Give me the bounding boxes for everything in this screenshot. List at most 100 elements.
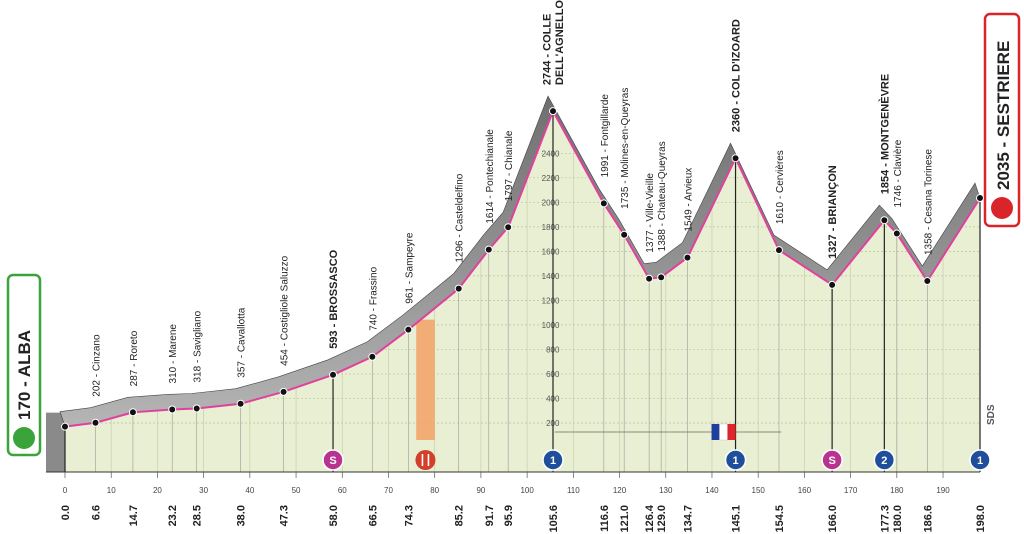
- profile-line: [64, 108, 981, 428]
- y-tick-label: 1200: [542, 296, 560, 305]
- place-label: 593 - BROSSASCO: [328, 249, 340, 348]
- x-tick-label: 70: [384, 486, 393, 495]
- point: [731, 154, 740, 163]
- place-label: 1327 - BRIANÇON: [827, 165, 839, 259]
- x-tick-label: 130: [659, 486, 673, 495]
- km-label: 85.2: [454, 505, 466, 526]
- point: [279, 387, 288, 396]
- start-box: [6, 273, 42, 457]
- marker: [322, 449, 344, 471]
- feed-zone: [416, 319, 435, 440]
- point: [454, 284, 463, 293]
- place-label: 961 - Sampeyre: [404, 232, 415, 304]
- place-label: 1614 - Pontechianale: [485, 129, 496, 224]
- point: [329, 370, 338, 379]
- point: [923, 277, 932, 286]
- place-label: 310 - Marene: [168, 324, 179, 384]
- point: [657, 273, 666, 282]
- place-label: 202 - Cinzano: [92, 334, 103, 397]
- km-label: 95.9: [503, 505, 515, 526]
- flag-blue: [711, 424, 720, 440]
- km-label: 58.0: [328, 505, 340, 526]
- flag-red: [727, 424, 736, 440]
- place-label: 287 - Roreto: [129, 330, 140, 386]
- point: [128, 408, 137, 417]
- marker-label: S: [329, 455, 336, 467]
- point: [599, 199, 608, 208]
- finish-icon: [991, 197, 1013, 219]
- start-icon: [13, 427, 35, 449]
- place-label: 2360 - COL D'IZOARD: [731, 19, 743, 132]
- km-label: 129.0: [656, 505, 668, 533]
- place-label: 357 - Cavallotta: [237, 307, 248, 377]
- x-tick-label: 160: [798, 486, 812, 495]
- km-label: 198.0: [975, 505, 987, 533]
- km-label: 121.0: [619, 505, 631, 533]
- x-tick-label: 170: [844, 486, 858, 495]
- point: [892, 229, 901, 238]
- point: [774, 246, 783, 255]
- km-label: 180.0: [892, 505, 904, 533]
- y-tick-label: 2400: [542, 149, 560, 158]
- km-label: 23.2: [167, 505, 179, 526]
- km-label: 38.0: [236, 505, 248, 526]
- y-tick-label: 2000: [542, 198, 560, 207]
- start-block: [46, 412, 65, 472]
- km-label: 105.6: [548, 505, 560, 533]
- point: [168, 405, 177, 414]
- point: [880, 216, 889, 225]
- x-tick-label: 120: [613, 486, 627, 495]
- point: [236, 399, 245, 408]
- km-label: 28.5: [192, 505, 204, 526]
- feed-marker: [415, 450, 436, 470]
- place-label: 1377 - Ville-Vieille: [645, 173, 656, 253]
- y-tick-label: 1600: [542, 247, 560, 256]
- point: [368, 352, 377, 361]
- point: [484, 245, 493, 254]
- x-tick-label: 180: [890, 486, 904, 495]
- x-tick-label: 90: [476, 486, 485, 495]
- place-label: 1358 - Cesana Torinese: [923, 149, 934, 255]
- y-tick-label: 2200: [542, 174, 560, 183]
- marker-label: 1: [550, 455, 556, 467]
- point: [61, 422, 69, 431]
- place-label: 1854 - MONTGENÈVRE: [878, 74, 891, 194]
- place-label: 1549 - Arvieux: [683, 168, 694, 232]
- marker: [873, 449, 896, 471]
- place-label: 1735 - Molines-en-Queyras: [620, 88, 631, 209]
- place-label: 1797 - Chianale: [504, 130, 515, 201]
- point: [192, 404, 201, 413]
- km-label: 91.7: [484, 505, 496, 526]
- x-tick-label: 150: [752, 486, 766, 495]
- plot: 2004006008001000120014001600180020002200…: [15, 0, 1013, 533]
- place-label: 1388 - Chateau-Queyras: [657, 141, 668, 251]
- km-label: 166.0: [827, 505, 839, 533]
- km-label: 6.6: [91, 505, 103, 520]
- km-label: 126.4: [644, 504, 656, 532]
- place-label: 740 - Frassino: [368, 266, 379, 330]
- place-label: 1991 - Fontgillarde: [600, 94, 611, 178]
- km-label: 66.5: [367, 505, 379, 526]
- x-tick-label: 30: [199, 486, 208, 495]
- place-label: 170 - ALBA: [15, 330, 34, 420]
- point: [91, 418, 100, 427]
- marker-label: S: [828, 455, 835, 467]
- marker: [542, 449, 564, 471]
- x-tick-label: 40: [245, 486, 254, 495]
- km-label: 177.3: [879, 505, 891, 533]
- place-label: 454 - Costigliole Saluzzo: [280, 255, 291, 365]
- point: [976, 194, 984, 203]
- marker-label: 2: [881, 455, 887, 467]
- x-tick-label: 100: [520, 486, 534, 495]
- place-label: 1610 - Cervières: [775, 150, 786, 224]
- x-tick-label: 0: [63, 486, 68, 495]
- flag-white: [719, 423, 728, 441]
- logo: SDS: [986, 404, 997, 425]
- km-label: 134.7: [682, 505, 694, 533]
- km-label: 154.5: [774, 505, 786, 533]
- marker-label: 1: [732, 455, 738, 467]
- marker-label: 1: [977, 455, 983, 467]
- km-label: 116.6: [599, 505, 611, 532]
- x-tick-label: 110: [567, 486, 580, 495]
